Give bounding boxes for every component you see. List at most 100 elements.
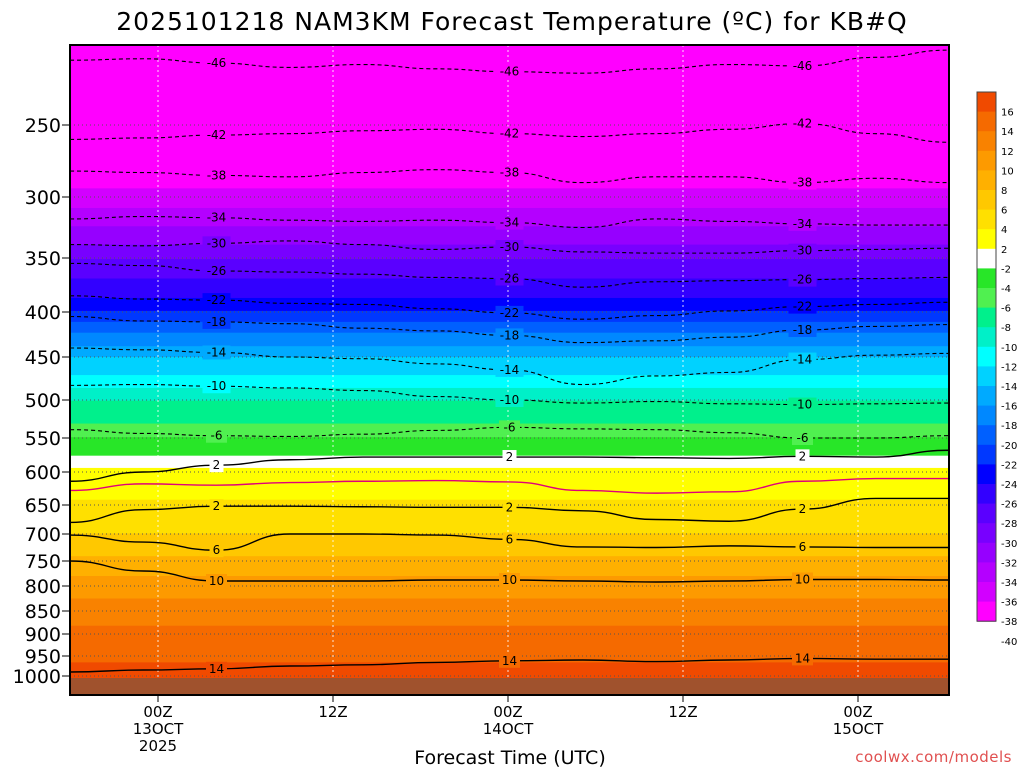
temperature-band — [70, 675, 949, 678]
temperature-band — [70, 514, 949, 517]
temperature-band — [70, 564, 949, 567]
temperature-band — [70, 434, 949, 439]
contour-label: -22 — [207, 293, 227, 307]
contour-label-bg — [499, 573, 520, 587]
temperature-band — [70, 407, 949, 411]
contour-label-bg — [202, 236, 231, 251]
contour-label: 10 — [209, 574, 224, 588]
temperature-band — [70, 437, 949, 441]
contour-label-bg — [202, 345, 231, 360]
temperature-band — [70, 412, 949, 416]
temperature-band — [70, 319, 949, 323]
temperature-band — [70, 197, 949, 202]
temperature-band — [70, 463, 949, 467]
colorbar-label: -38 — [1001, 617, 1017, 628]
contour-label-bg — [495, 271, 524, 286]
temperature-band — [70, 636, 949, 639]
temperature-band — [70, 565, 949, 568]
contour-label-bg — [795, 502, 810, 517]
temperature-band — [70, 97, 949, 103]
temperature-band — [70, 200, 949, 206]
temperature-band — [70, 414, 949, 418]
colorbar-swatch — [977, 464, 996, 485]
y-tick-label: 800 — [25, 576, 61, 598]
colorbar-label: -36 — [1001, 598, 1017, 609]
temperature-band — [70, 603, 949, 606]
temperature-band — [70, 597, 949, 600]
contour-label: -30 — [793, 244, 813, 258]
colorbar-label: -34 — [1001, 578, 1017, 589]
colorbar-label: 16 — [1001, 108, 1014, 119]
temperature-band — [70, 162, 949, 168]
contour-label-bg — [502, 500, 517, 515]
contour-label-bg — [495, 240, 524, 255]
temperature-band — [70, 627, 949, 630]
y-tick-label: 950 — [25, 646, 61, 668]
temperature-band — [70, 80, 949, 86]
contour-label: -10 — [207, 379, 227, 393]
colorbar-label: -6 — [1001, 304, 1011, 315]
contour-label: 6 — [213, 543, 221, 557]
colorbar-label: -22 — [1001, 460, 1017, 471]
temperature-band — [70, 229, 949, 235]
temperature-band — [70, 674, 949, 677]
colorbar-label: -2 — [1001, 264, 1011, 275]
contour-label: -22 — [793, 300, 813, 314]
contour-label-bg — [206, 574, 227, 588]
colorbar-swatch — [977, 386, 996, 407]
y-tick-label: 700 — [25, 524, 61, 546]
temperature-band — [70, 114, 949, 121]
temperature-band — [70, 377, 949, 382]
contour-label: -18 — [500, 328, 520, 342]
temperature-band — [70, 640, 949, 643]
x-axis-title: Forecast Time (UTC) — [414, 747, 605, 768]
contour-label-bg — [202, 263, 231, 278]
temperature-band — [70, 268, 949, 273]
temperature-band — [70, 589, 949, 592]
x-tick-label: 00Z — [493, 703, 522, 721]
temperature-band — [70, 106, 949, 112]
temperature-band — [70, 614, 949, 617]
temperature-band — [70, 668, 949, 671]
contour-label-bg — [202, 210, 231, 225]
contour-label: 10 — [795, 573, 810, 587]
contour-label-bg — [788, 216, 817, 231]
colorbar-swatch — [977, 170, 996, 191]
temperature-band — [70, 324, 949, 329]
contour-label-bg — [202, 128, 231, 143]
colorbar-swatch — [977, 209, 996, 230]
temperature-band — [70, 491, 949, 495]
temperature-band — [70, 667, 949, 670]
chart-title: 2025101218 NAM3KM Forecast Temperature (… — [116, 7, 907, 36]
colorbar-label: -40 — [1001, 637, 1017, 648]
temperature-band — [70, 549, 949, 553]
temperature-band — [70, 211, 949, 217]
temperature-band — [70, 586, 949, 589]
credit-link[interactable]: coolwx.com/models — [855, 748, 1012, 766]
contour-label-bg — [206, 661, 227, 676]
colorbar-label: 12 — [1001, 147, 1014, 158]
contour-label: 6 — [799, 540, 807, 554]
y-tick-label: 500 — [25, 390, 61, 412]
temperature-band — [70, 670, 949, 673]
temperature-band — [70, 416, 949, 420]
contour-label-bg — [209, 543, 224, 558]
y-axis: 2503003504004505005506006507007508008509… — [13, 115, 70, 688]
temperature-band — [70, 145, 949, 151]
contour-label-bg — [788, 116, 817, 131]
contour-label-bg — [495, 305, 524, 320]
temperature-band — [70, 439, 949, 443]
contour-label-bg — [495, 126, 524, 141]
contour-label-bg — [502, 450, 517, 465]
contour-label-bg — [495, 165, 524, 180]
colorbar-swatch — [977, 268, 996, 289]
temperature-band — [70, 641, 949, 645]
temperature-band — [70, 359, 949, 363]
colorbar-label: -10 — [1001, 343, 1017, 354]
temperature-band — [70, 645, 949, 648]
colorbar-label: -28 — [1001, 519, 1017, 530]
temperature-band — [70, 557, 949, 561]
colorbar-swatch — [977, 444, 996, 465]
contour-label-bg — [202, 293, 231, 308]
temperature-band — [70, 529, 949, 533]
